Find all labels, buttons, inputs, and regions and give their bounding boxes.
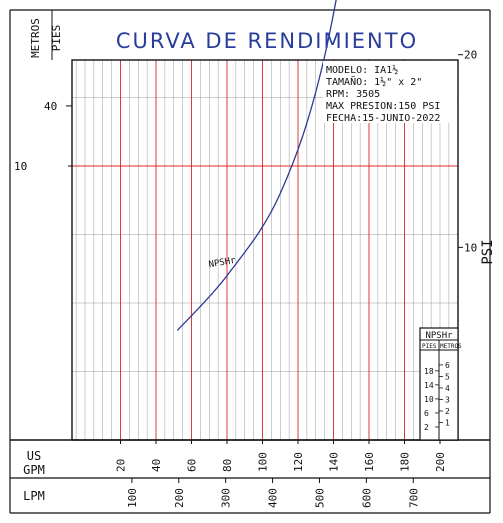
- lpm-tick-label: 200: [173, 488, 186, 508]
- gpm-tick-label: 120: [292, 452, 305, 472]
- npsh-box-metros-label: 1: [445, 418, 450, 427]
- npsh-curve-label: NPSHr: [208, 256, 237, 271]
- psi-axis-label: PSI: [480, 239, 496, 264]
- lpm-tick-label: 400: [267, 488, 280, 508]
- npsh-box-metros-label: 3: [445, 395, 450, 404]
- npsh-box-pies-label: 14: [424, 381, 434, 390]
- npsh-box-metros-label: 4: [445, 384, 450, 393]
- gpm-tick-label: 180: [399, 452, 412, 472]
- lpm-tick-label: 600: [360, 488, 373, 508]
- gpm-tick-label: 100: [257, 452, 270, 472]
- metros-axis-label: METROS: [29, 18, 42, 58]
- chart-title: CURVA DE RENDIMIENTO: [116, 29, 418, 53]
- npsh-box-title: NPSHr: [425, 331, 453, 341]
- lpm-tick-label: 700: [407, 488, 420, 508]
- gpm-label: GPM: [23, 463, 45, 477]
- npsh-box-pies-label: 10: [424, 395, 434, 404]
- metros-tick-label: 10: [14, 160, 27, 173]
- info-line: TAMAÑO: 1½" x 2": [326, 75, 422, 88]
- pies-axis-label: PIES: [50, 25, 63, 52]
- npsh-curve: [176, 0, 337, 331]
- info-line: RPM: 3505: [326, 89, 380, 100]
- gpm-tick-label: 80: [221, 459, 234, 472]
- psi-tick-label: 10: [464, 241, 477, 254]
- npsh-box-metros-label: 6: [445, 361, 450, 370]
- plot-frame: [9, 9, 491, 514]
- npsh-box-col-metros: METROS: [440, 343, 462, 350]
- npsh-box-metros-label: 5: [445, 372, 450, 381]
- info-background: [323, 61, 457, 123]
- psi-tick-label: 20: [464, 49, 477, 62]
- npsh-box-metros-label: 2: [445, 407, 450, 416]
- gpm-tick-label: 20: [115, 459, 128, 472]
- npsh-box-pies-label: 18: [424, 367, 434, 376]
- lpm-label: LPM: [23, 489, 45, 503]
- gpm-tick-label: 140: [328, 452, 341, 472]
- npsh-box-col-pies: PIES: [422, 343, 437, 350]
- info-line: FECHA:15-JUNIO-2022: [326, 113, 440, 124]
- lpm-tick-label: 300: [220, 488, 233, 508]
- npsh-box-pies-label: 6: [424, 409, 429, 418]
- us-label: US: [27, 449, 41, 463]
- curves: 5 BHP7½ BHP10 BHP15 BHP20 BHP43%53%55%55…: [176, 0, 337, 331]
- npsh-box: NPSHr PIES METROS 1 2 3 4 5 6 2 6 10 14 18: [419, 327, 462, 441]
- info-line: MAX PRESION:150 PSI: [326, 101, 440, 112]
- info-line: MODELO: IA1½: [326, 64, 398, 76]
- gpm-tick-label: 60: [186, 459, 199, 472]
- lpm-tick-label: 500: [314, 488, 327, 508]
- gpm-tick-label: 40: [150, 459, 163, 472]
- lpm-tick-label: 100: [126, 488, 139, 508]
- gpm-tick-label: 160: [363, 452, 376, 472]
- axes: 1020304050607080901001101204080120160200…: [14, 49, 477, 508]
- pies-tick-label: 40: [44, 100, 57, 113]
- gpm-tick-label: 200: [434, 452, 447, 472]
- npsh-box-pies-label: 2: [424, 423, 429, 432]
